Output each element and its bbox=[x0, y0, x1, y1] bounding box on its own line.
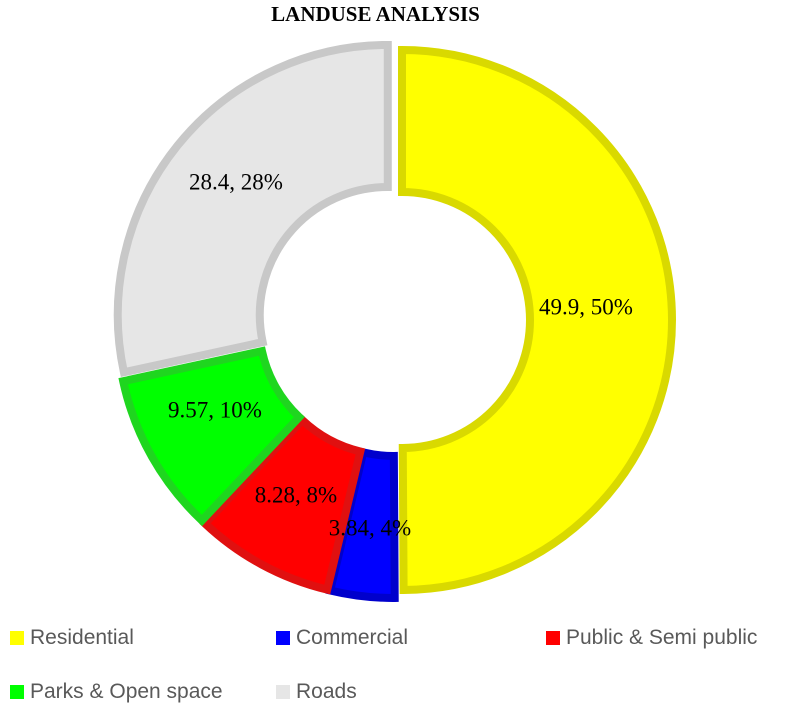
legend-swatch-residential bbox=[10, 631, 24, 645]
slice-public-semi-public[interactable] bbox=[199, 414, 366, 595]
legend-item-residential[interactable]: Residential bbox=[10, 626, 134, 650]
data-label-roads: 28.4, 28% bbox=[189, 169, 283, 194]
slice-residential[interactable] bbox=[397, 45, 676, 595]
legend-label-public-semi-public: Public & Semi public bbox=[566, 626, 758, 649]
legend-item-public-semi-public[interactable]: Public & Semi public bbox=[546, 626, 757, 650]
slice-roads[interactable] bbox=[113, 40, 392, 378]
legend-swatch-commercial bbox=[276, 631, 290, 645]
legend-swatch-public-semi-public bbox=[546, 631, 560, 645]
legend-label-commercial: Commercial bbox=[296, 626, 409, 649]
legend-item-commercial[interactable]: Commercial bbox=[276, 626, 408, 650]
data-label-commercial: 3.84, 4% bbox=[329, 515, 411, 540]
data-label-residential: 49.9, 50% bbox=[539, 294, 633, 319]
legend-item-roads[interactable]: Roads bbox=[276, 680, 357, 704]
data-label-parks-open-space: 9.57, 10% bbox=[168, 397, 262, 422]
legend-label-parks-open-space: Parks & Open space bbox=[30, 680, 223, 703]
slice-parks-open-space[interactable] bbox=[118, 346, 305, 527]
legend-label-residential: Residential bbox=[30, 626, 134, 649]
legend-swatch-parks-open-space bbox=[10, 685, 24, 699]
legend-swatch-roads bbox=[276, 685, 290, 699]
legend-label-roads: Roads bbox=[296, 680, 357, 703]
legend-item-parks-open-space[interactable]: Parks & Open space bbox=[10, 680, 223, 704]
chart-title: LANDUSE ANALYSIS bbox=[271, 2, 480, 26]
data-label-public-semi-public: 8.28, 8% bbox=[255, 482, 337, 507]
doughnut-chart: 49.9, 50% 3.84, 4% 8.28, 8% 9.57, 10% 28.4, … bbox=[113, 40, 676, 602]
